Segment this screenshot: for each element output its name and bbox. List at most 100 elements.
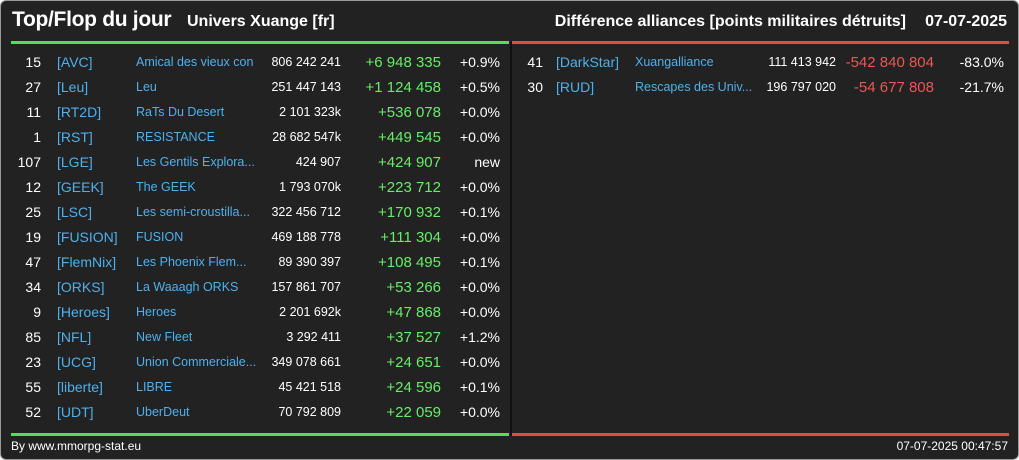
percent-change: +0.0% (459, 404, 500, 420)
alliance-tag-link[interactable]: [DarkStar] (556, 54, 620, 70)
table-row: 30 [RUD] Rescapes des Univ... 196 797 020 -5… (512, 75, 1009, 100)
credit-text: By www.mmorpg-stat.eu (11, 439, 142, 453)
table-row: 47 [FlemNix] Les Phoenix Flem... 89 390 397… (11, 250, 509, 275)
alliance-tag-link[interactable]: [FUSION] (57, 229, 118, 245)
alliance-points: 45 421 518 (278, 380, 341, 394)
alliance-points: 70 792 809 (278, 405, 341, 419)
points-difference: +1 124 458 (365, 79, 442, 96)
percent-change: +0.1% (459, 204, 500, 220)
points-difference: +47 868 (386, 304, 441, 321)
alliance-name-link[interactable]: Xuangalliance (635, 55, 714, 69)
table-row: 85 [NFL] New Fleet 3 292 411 +37 527 +1.2% (11, 325, 509, 350)
points-difference: +170 932 (378, 204, 441, 221)
alliance-tag-link[interactable]: [Leu] (57, 79, 89, 95)
points-difference: +22 059 (386, 404, 441, 421)
alliance-points: 3 292 411 (286, 330, 341, 344)
alliance-name-link[interactable]: Rescapes des Univ... (635, 80, 753, 94)
alliance-rank: 55 (25, 379, 41, 395)
table-row: 11 [RT2D] RaTs Du Desert 2 101 323k +536 078… (11, 100, 509, 125)
points-difference: +6 948 335 (365, 54, 442, 71)
alliance-points: 469 188 778 (271, 230, 341, 244)
percent-change: +1.2% (459, 329, 500, 345)
alliance-tag-link[interactable]: [UCG] (57, 354, 96, 370)
alliance-tag-link[interactable]: [RST] (57, 129, 93, 145)
alliance-rank: 25 (25, 204, 41, 220)
flop-panel: 41 [DarkStar] Xuangalliance 111 413 942 -542… (512, 41, 1009, 436)
alliance-points: 1 793 070k (279, 180, 341, 194)
points-difference: +53 266 (386, 279, 441, 296)
points-difference: -542 840 804 (845, 54, 934, 71)
table-row: 107 [LGE] Les Gentils Explora... 424 907 +42… (11, 150, 509, 175)
table-row: 23 [UCG] Union Commerciale... 349 078 661 +2… (11, 350, 509, 375)
table-row: 41 [DarkStar] Xuangalliance 111 413 942 -542… (512, 50, 1009, 75)
points-difference: +24 651 (386, 354, 441, 371)
alliance-tag-link[interactable]: [UDT] (57, 404, 94, 420)
alliance-rank: 1 (33, 129, 41, 145)
alliance-name-link[interactable]: UberDeut (136, 405, 190, 419)
alliance-name-link[interactable]: Union Commerciale... (136, 355, 257, 369)
alliance-points: 251 447 143 (271, 80, 341, 94)
table-row: 19 [FUSION] FUSION 469 188 778 +111 304 +0.0% (11, 225, 509, 250)
alliance-tag-link[interactable]: [RT2D] (57, 104, 102, 120)
alliance-tag-link[interactable]: [liberte] (57, 379, 103, 395)
alliance-points: 349 078 661 (271, 355, 341, 369)
alliance-tag-link[interactable]: [ORKS] (57, 279, 105, 295)
table-row: 52 [UDT] UberDeut 70 792 809 +22 059 +0.0% (11, 400, 509, 425)
alliance-rank: 30 (527, 79, 543, 95)
alliance-points: 28 682 547k (272, 130, 341, 144)
alliance-rank: 23 (25, 354, 41, 370)
alliance-tag-link[interactable]: [AVC] (57, 54, 93, 70)
alliance-rank: 19 (25, 229, 41, 245)
points-difference: +37 527 (386, 329, 441, 346)
alliance-name-link[interactable]: New Fleet (136, 330, 193, 344)
header: Top/Flop du jour Univers Xuange [fr] Dif… (1, 1, 1018, 41)
percent-change: +0.0% (459, 129, 500, 145)
alliance-name-link[interactable]: Heroes (136, 305, 177, 319)
alliance-rank: 11 (26, 104, 41, 120)
alliance-tag-link[interactable]: [GEEK] (57, 179, 104, 195)
alliance-rank: 107 (17, 154, 41, 170)
alliance-name-link[interactable]: FUSION (136, 230, 184, 244)
alliance-rank: 85 (25, 329, 41, 345)
alliance-points: 196 797 020 (766, 80, 836, 94)
alliance-name-link[interactable]: La Waaagh ORKS (136, 280, 239, 294)
table-row: 9 [Heroes] Heroes 2 201 692k +47 868 +0.0% (11, 300, 509, 325)
percent-change: +0.9% (459, 54, 500, 70)
alliance-name-link[interactable]: LIBRE (136, 380, 173, 394)
alliance-name-link[interactable]: Les semi-croustilla... (136, 205, 250, 219)
alliance-points: 424 907 (295, 155, 341, 169)
alliance-tag-link[interactable]: [RUD] (556, 79, 595, 95)
alliance-name-link[interactable]: RaTs Du Desert (136, 105, 225, 119)
percent-change: +0.5% (459, 79, 500, 95)
report-date: 07-07-2025 (925, 13, 1007, 30)
alliance-name-link[interactable]: Amical des vieux con (136, 55, 254, 69)
alliance-name-link[interactable]: Leu (136, 80, 157, 94)
alliance-tag-link[interactable]: [Heroes] (57, 304, 110, 320)
alliance-points: 322 456 712 (271, 205, 341, 219)
points-difference: +424 907 (378, 154, 441, 171)
alliance-name-link[interactable]: The GEEK (136, 180, 196, 194)
alliance-points: 111 413 942 (768, 55, 836, 69)
alliance-name-link[interactable]: Les Phoenix Flem... (136, 255, 247, 269)
percent-change: +0.0% (459, 304, 500, 320)
alliance-points: 2 101 323k (279, 105, 341, 119)
percent-change: +0.0% (459, 354, 500, 370)
points-difference: +223 712 (378, 179, 441, 196)
points-difference: -54 677 808 (853, 79, 934, 96)
alliance-points: 806 242 241 (271, 55, 341, 69)
alliance-name-link[interactable]: RESISTANCE (136, 130, 215, 144)
alliance-name-link[interactable]: Les Gentils Explora... (136, 155, 255, 169)
alliance-rank: 52 (25, 404, 41, 420)
table-row: 12 [GEEK] The GEEK 1 793 070k +223 712 +0.0% (11, 175, 509, 200)
top-panel: 15 [AVC] Amical des vieux con 806 242 241 +6… (11, 41, 509, 436)
alliance-points: 157 861 707 (271, 280, 341, 294)
table-row: 34 [ORKS] La Waaagh ORKS 157 861 707 +53 266… (11, 275, 509, 300)
alliance-tag-link[interactable]: [LGE] (57, 154, 93, 170)
points-difference: +536 078 (378, 104, 441, 121)
alliance-tag-link[interactable]: [LSC] (57, 204, 93, 220)
alliance-tag-link[interactable]: [NFL] (57, 329, 92, 345)
alliance-tag-link[interactable]: [FlemNix] (57, 254, 117, 270)
percent-change: +0.1% (459, 254, 500, 270)
points-difference: +108 495 (378, 254, 441, 271)
alliance-rank: 27 (25, 79, 41, 95)
